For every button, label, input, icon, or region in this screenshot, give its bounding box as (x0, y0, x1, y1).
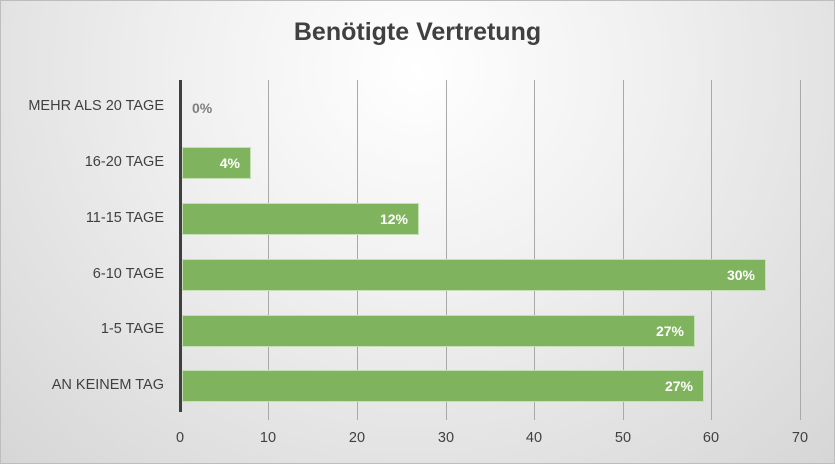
gridline (623, 80, 624, 420)
x-tick-label: 60 (702, 430, 720, 446)
bar: 4% (182, 147, 251, 179)
data-label: 27% (655, 323, 684, 339)
data-label: 12% (379, 211, 408, 227)
gridline (711, 80, 712, 420)
data-label: 27% (664, 378, 693, 394)
data-label: 4% (219, 155, 240, 171)
gridline (268, 80, 269, 420)
category-label: MEHR ALS 20 TAGE (28, 98, 164, 114)
x-tick-label: 70 (791, 430, 809, 446)
x-tick-label: 40 (525, 430, 543, 446)
gridline (534, 80, 535, 420)
gridline (357, 80, 358, 420)
bar: 27% (182, 370, 704, 402)
category-label: 16-20 TAGE (84, 154, 164, 170)
category-label: 1-5 TAGE (100, 321, 164, 337)
x-tick-label: 0 (175, 430, 185, 446)
data-label: 30% (726, 267, 755, 283)
x-tick-label: 20 (348, 430, 366, 446)
category-label: 11-15 TAGE (85, 210, 164, 226)
bar: 30% (182, 259, 766, 291)
gridline (800, 80, 801, 420)
bar: 27% (182, 315, 695, 347)
data-label: 0% (192, 100, 213, 116)
x-tick-label: 10 (259, 430, 277, 446)
bar: 12% (182, 203, 419, 235)
chart-title: Benötigte Vertretung (293, 18, 542, 46)
gridline (446, 80, 447, 420)
y-axis-line (179, 80, 182, 412)
x-tick-label: 30 (437, 430, 455, 446)
x-tick-label: 50 (614, 430, 632, 446)
category-label: AN KEINEM TAG (51, 377, 164, 393)
category-label: 6-10 TAGE (92, 266, 164, 282)
